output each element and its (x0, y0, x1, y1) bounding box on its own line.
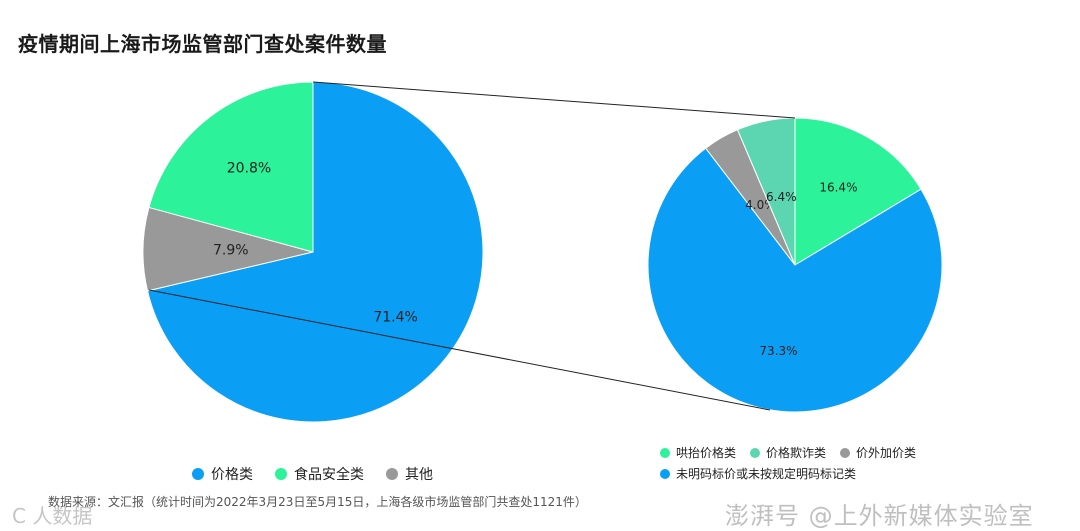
legend-dot-icon (750, 447, 761, 458)
pie-label-1-0: 16.4% (819, 181, 857, 195)
legend-breakdown-item-1: 价格欺诈类 (750, 444, 826, 461)
legend-breakdown-label: 价格欺诈类 (766, 446, 827, 460)
legend-breakdown-label: 价外加价类 (856, 446, 917, 460)
source-note: 数据来源：文汇报（统计时间为2022年3月23日至5月15日，上海各级市场监管部… (48, 495, 587, 509)
legend-dot-icon (840, 447, 851, 458)
connector-line-bottom (148, 289, 771, 411)
legend-breakdown-label: 哄抬价格类 (676, 446, 737, 460)
legend-dot-icon (192, 468, 204, 480)
chart-title: 疫情期间上海市场监管部门查处案件数量 (18, 32, 387, 56)
breakdown-pie: 16.4%73.3%4.0%6.4% (647, 117, 943, 413)
connector-lines (148, 81, 796, 411)
legend-main-label: 价格类 (211, 467, 253, 483)
legend-main-item-0: 价格类 (192, 464, 253, 484)
legend-breakdown-item-3: 未明码标价或未按规定明码标记类 (660, 465, 856, 482)
watermark-right: 澎湃号 @上外新媒体实验室 (725, 502, 1034, 530)
legend-breakdown-label: 未明码标价或未按规定明码标记类 (676, 467, 857, 481)
legend-dot-icon (275, 468, 287, 480)
pie-label-0-1: 7.9% (213, 243, 249, 259)
pie-slice-0-0 (146, 81, 484, 423)
legend-breakdown-item-2: 价外加价类 (840, 444, 916, 461)
legend-breakdown: 哄抬价格类 价格欺诈类 价外加价类未明码标价或未按规定明码标记类 (660, 444, 1060, 482)
pie-slice-1-0 (794, 117, 922, 266)
main-pie: 71.4% 7.9% 20.8% (142, 81, 484, 423)
pie-label-1-3: 6.4% (766, 190, 797, 204)
legend-dot-icon (660, 468, 670, 479)
pie-label-0-2: 20.8% (227, 160, 271, 176)
legend-breakdown-item-0: 哄抬价格类 (660, 444, 736, 461)
pie-slice-0-2 (148, 81, 314, 253)
legend-main-label: 食品安全类 (294, 467, 364, 483)
legend-main-item-2: 其他 (386, 464, 433, 484)
legend-dot-icon (386, 468, 398, 480)
legend-main: 价格类 食品安全类 其他 (192, 464, 455, 484)
watermark-left: C 人数据 (12, 504, 93, 528)
pie-label-0-0: 71.4% (373, 309, 417, 325)
pie-label-1-1: 73.3% (759, 344, 797, 358)
legend-dot-icon (660, 447, 670, 458)
legend-main-item-1: 食品安全类 (275, 464, 364, 484)
connector-line-top (312, 81, 796, 119)
legend-main-label: 其他 (405, 467, 433, 483)
